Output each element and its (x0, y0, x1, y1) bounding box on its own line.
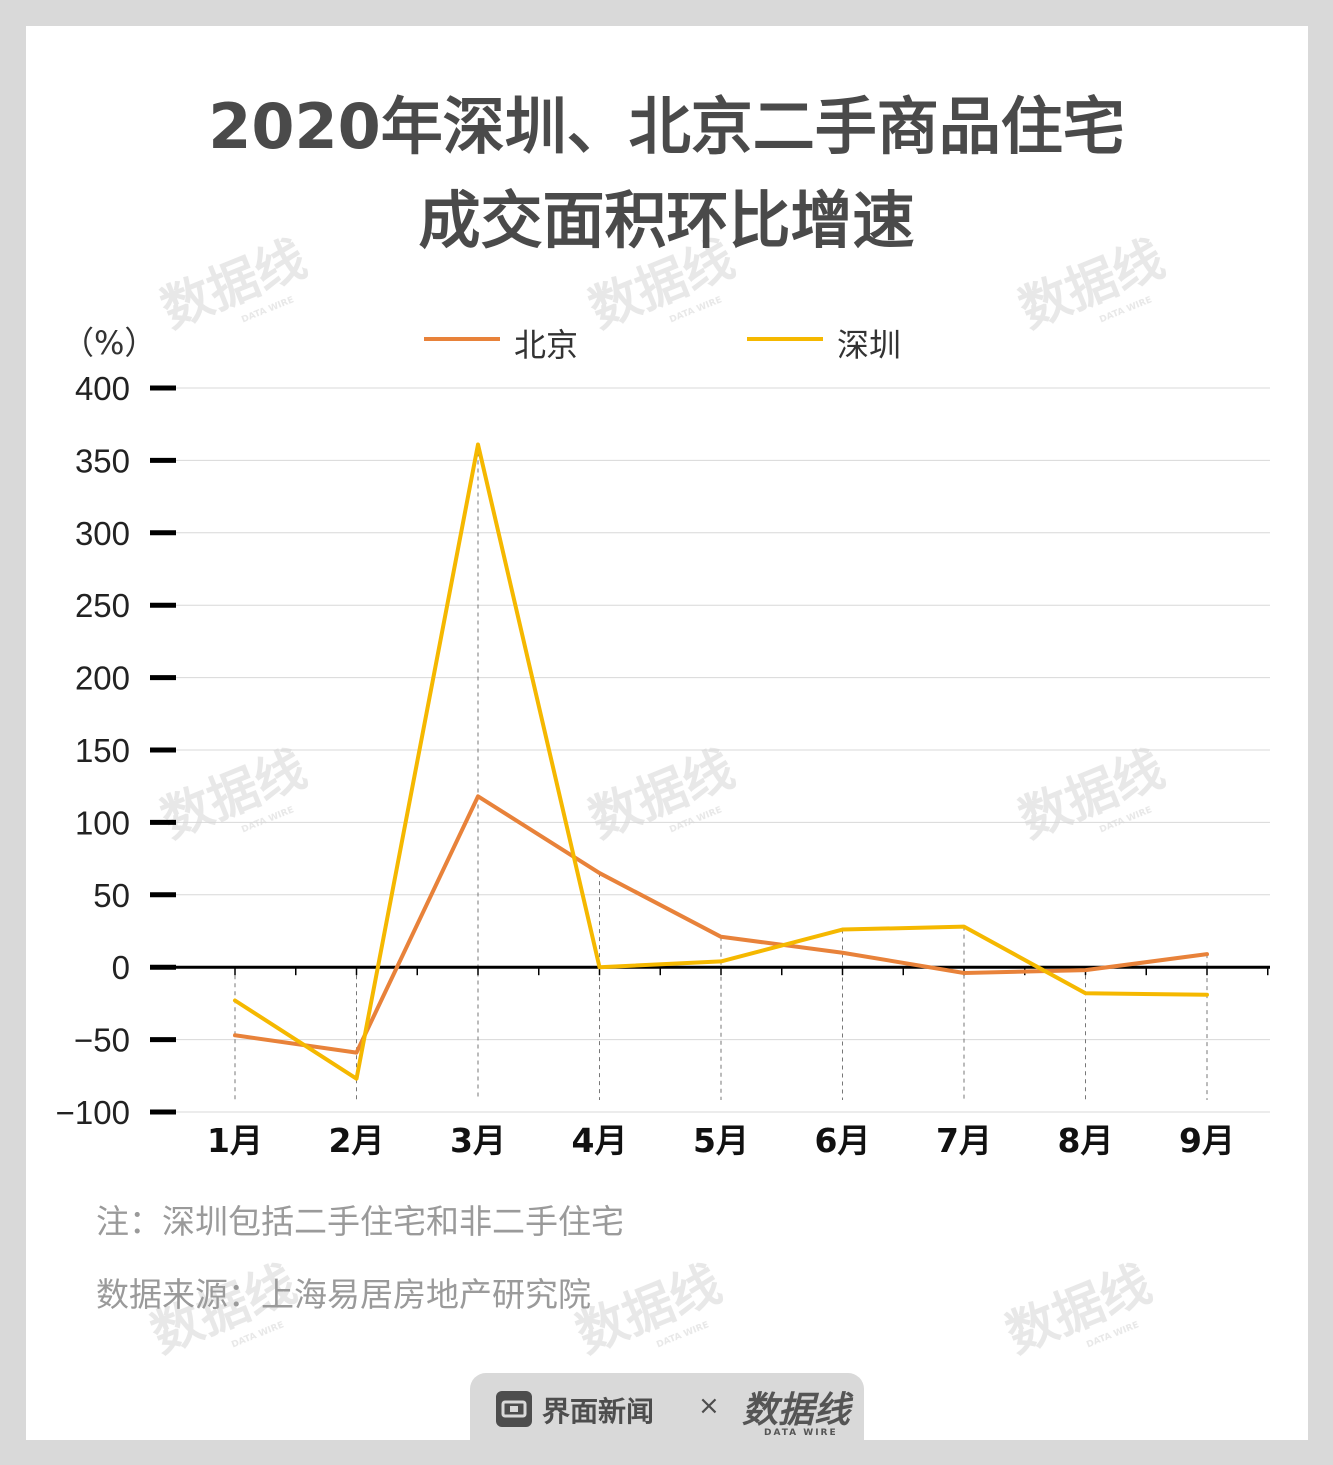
footer-brand-name: 界面新闻 (542, 1395, 655, 1428)
x-tick-label: 1月 (207, 1121, 263, 1160)
legend-swatch-shenzhen (747, 337, 823, 341)
watermark-text: 数据线 (153, 739, 314, 849)
y-tick-label: 300 (75, 515, 130, 552)
y-axis-unit-label: （%） (62, 324, 157, 362)
x-tick-label: 6月 (815, 1121, 871, 1160)
series-line-shenzhen (233, 442, 1209, 1081)
watermark-text: 数据线 (581, 739, 742, 849)
y-tick-label: 200 (75, 660, 130, 697)
chart-title-line-1: 2020年深圳、北京二手商品住宅 (208, 90, 1125, 163)
card-background (26, 26, 1308, 1440)
x-tick-label: 5月 (693, 1121, 749, 1160)
x-tick-label: 9月 (1179, 1121, 1235, 1160)
y-tick-label: 350 (75, 442, 130, 479)
y-tick-label: 50 (93, 877, 130, 914)
watermark-text: 数据线 (1011, 739, 1172, 849)
watermark-text: 数据线 (568, 1254, 729, 1364)
watermark-text: 数据线 (581, 229, 742, 339)
jiemian-logo-icon (496, 1391, 532, 1427)
footer-brand-bar: 界面新闻 × 数据线 DATA WIRE (470, 1373, 864, 1443)
y-tick-label: 150 (75, 732, 130, 769)
data-source: 数据来源：上海易居房地产研究院 (96, 1275, 591, 1314)
x-tick-label: 7月 (936, 1121, 992, 1160)
y-tick-label: −50 (74, 1022, 130, 1059)
y-tick-label: 250 (75, 587, 130, 624)
x-tick-label: 8月 (1058, 1121, 1114, 1160)
watermark-text: 数据线 (1011, 229, 1172, 339)
legend-label-beijing: 北京 (514, 326, 579, 364)
watermark-text: 数据线 (153, 229, 314, 339)
chart-title-line-2: 成交面积环比增速 (418, 184, 915, 257)
y-tick-label: −100 (56, 1094, 130, 1131)
legend-swatch-beijing (424, 337, 500, 341)
footer-partner-subtitle: DATA WIRE (764, 1428, 838, 1438)
chart-note: 注：深圳包括二手住宅和非二手住宅 (96, 1202, 624, 1241)
x-tick-label: 3月 (450, 1121, 506, 1160)
x-tick-label: 4月 (572, 1121, 628, 1160)
footer-times-sign: × (698, 1391, 720, 1421)
legend-label-shenzhen: 深圳 (837, 326, 902, 364)
watermark-text: 数据线 (998, 1254, 1159, 1364)
y-tick-label: 400 (75, 370, 130, 407)
y-tick-label: 0 (112, 949, 130, 986)
x-tick-label: 2月 (329, 1121, 385, 1160)
footer-partner-logo: 数据线 (742, 1390, 851, 1431)
y-tick-label: 100 (75, 804, 130, 841)
